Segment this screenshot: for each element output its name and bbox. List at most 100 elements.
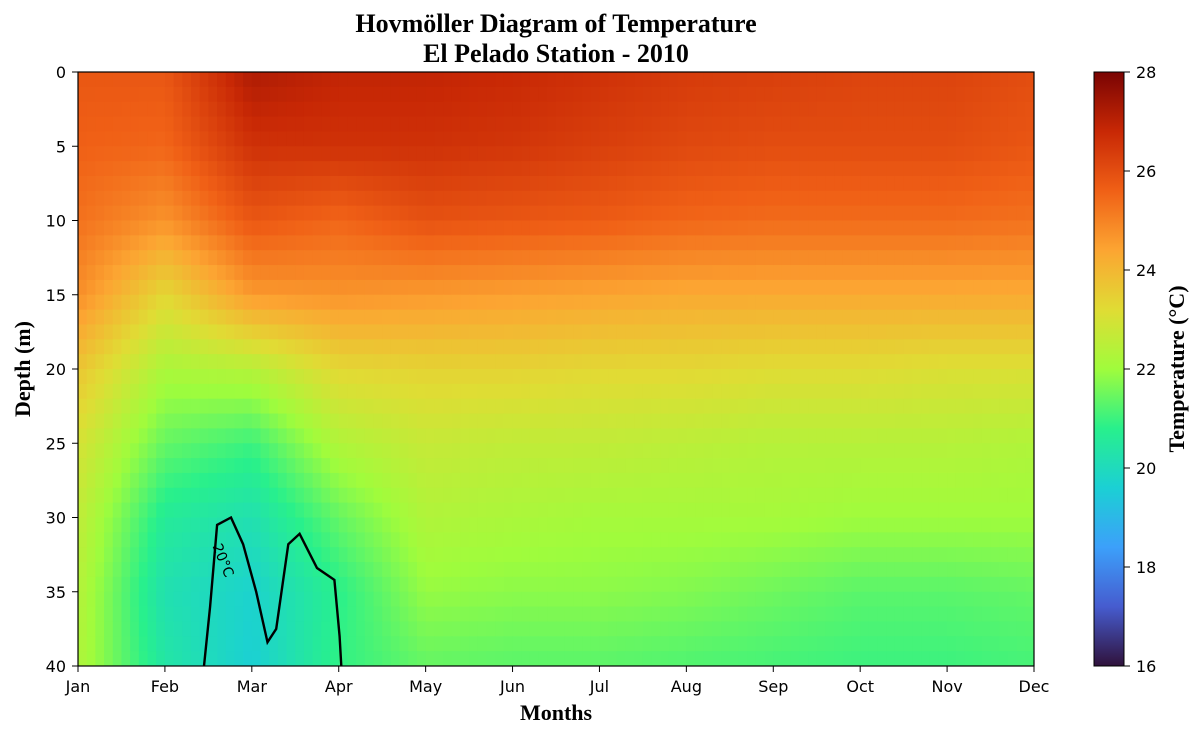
heatmap-cell (529, 161, 540, 177)
heatmap-cell (95, 205, 105, 222)
heatmap-cell (564, 294, 574, 311)
heatmap-cell (616, 517, 627, 533)
heatmap-cell (443, 428, 453, 444)
heatmap-cell (399, 190, 409, 207)
heatmap-cell (921, 324, 931, 340)
heatmap-cell (234, 428, 244, 444)
heatmap-cell (660, 190, 670, 207)
heatmap-cell (1007, 116, 1018, 132)
heatmap-cell (434, 101, 444, 118)
heatmap-cell (451, 636, 461, 652)
heatmap-cell (243, 636, 253, 652)
heatmap-cell (121, 651, 131, 666)
heatmap-cell (755, 220, 766, 236)
heatmap-cell (495, 428, 505, 444)
heatmap-cell (251, 131, 262, 147)
heatmap-cell (695, 339, 705, 355)
heatmap-cell (460, 205, 470, 222)
heatmap-cell (608, 265, 618, 281)
heatmap-cell (903, 86, 913, 103)
heatmap-cell (190, 517, 201, 533)
y-tick-label: 0 (56, 63, 66, 82)
heatmap-cell (921, 205, 931, 222)
heatmap-cell (399, 294, 409, 311)
heatmap-cell (173, 279, 183, 296)
heatmap-cell (938, 458, 948, 474)
heatmap-cell (312, 532, 322, 548)
heatmap-cell (469, 235, 479, 251)
heatmap-cell (808, 502, 818, 519)
heatmap-cell (277, 220, 288, 236)
heatmap-cell (295, 383, 305, 400)
heatmap-cell (217, 651, 227, 666)
heatmap-cell (686, 339, 696, 355)
heatmap-cell (190, 651, 201, 666)
heatmap-cell (964, 413, 974, 429)
heatmap-cell (625, 413, 635, 429)
heatmap-cell (434, 621, 444, 637)
heatmap-cell (373, 547, 383, 563)
heatmap-cell (860, 101, 870, 118)
heatmap-cell (225, 502, 236, 519)
heatmap-cell (799, 398, 809, 415)
heatmap-cell (851, 101, 861, 118)
heatmap-cell (764, 547, 774, 563)
heatmap-cell (642, 279, 653, 296)
heatmap-cell (121, 502, 131, 519)
heatmap-cell (634, 651, 644, 666)
heatmap-cell (147, 339, 157, 355)
heatmap-cell (303, 443, 314, 459)
heatmap-cell (269, 116, 279, 132)
heatmap-cell (260, 294, 270, 311)
heatmap-cell (903, 146, 913, 162)
heatmap-cell (147, 161, 157, 177)
heatmap-cell (712, 175, 722, 192)
heatmap-cell (634, 265, 644, 281)
heatmap-cell (529, 443, 540, 459)
heatmap-cell (303, 428, 314, 444)
heatmap-cell (95, 86, 105, 103)
heatmap-cell (590, 354, 601, 370)
heatmap-cell (781, 547, 792, 563)
heatmap-cell (738, 428, 748, 444)
heatmap-cell (486, 398, 496, 415)
heatmap-cell (521, 190, 531, 207)
heatmap-cell (503, 369, 514, 385)
heatmap-cell (790, 220, 800, 236)
heatmap-cell (999, 606, 1009, 623)
heatmap-cell (851, 472, 861, 489)
heatmap-cell (364, 324, 375, 340)
heatmap-cell (677, 651, 687, 666)
heatmap-cell (1007, 161, 1018, 177)
heatmap-cell (781, 517, 792, 533)
heatmap-cell (425, 220, 435, 236)
heatmap-cell (138, 116, 149, 132)
heatmap-cell (964, 131, 974, 147)
heatmap-cell (842, 413, 853, 429)
heatmap-cell (408, 398, 418, 415)
heatmap-cell (443, 205, 453, 222)
heatmap-cell (686, 369, 696, 385)
heatmap-cell (121, 131, 131, 147)
heatmap-cell (955, 265, 966, 281)
heatmap-cell (747, 190, 757, 207)
heatmap-cell (295, 324, 305, 340)
heatmap-cell (173, 161, 183, 177)
heatmap-cell (1007, 383, 1018, 400)
heatmap-cell (382, 131, 392, 147)
heatmap-cell (434, 651, 444, 666)
heatmap-cell (877, 636, 887, 652)
heatmap-cell (781, 532, 792, 548)
heatmap-cell (842, 235, 853, 251)
heatmap-cell (886, 472, 896, 489)
heatmap-cell (338, 517, 349, 533)
heatmap-cell (495, 86, 505, 103)
heatmap-cell (173, 309, 183, 326)
heatmap-cell (1007, 250, 1018, 266)
heatmap-cell (608, 161, 618, 177)
heatmap-cell (981, 131, 992, 147)
heatmap-cell (538, 309, 548, 326)
heatmap-cell (1016, 502, 1026, 519)
heatmap-cell (269, 161, 279, 177)
heatmap-cell (173, 621, 183, 637)
